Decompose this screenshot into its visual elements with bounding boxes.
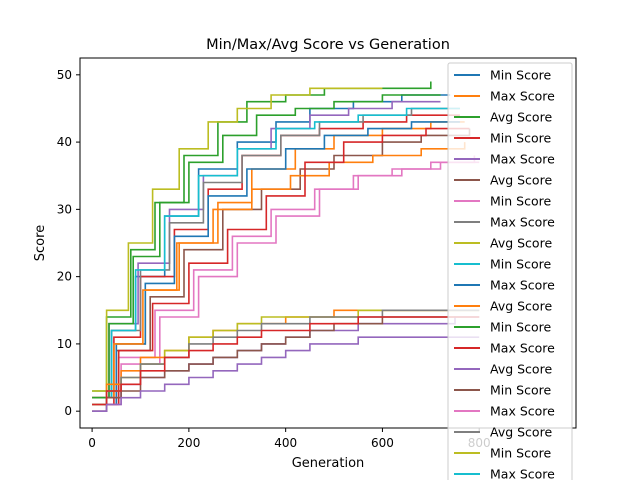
y-axis-label: Score (33, 225, 48, 261)
legend-label: Min Score (490, 257, 551, 272)
legend-label: Max Score (490, 404, 555, 419)
series-line-9 (92, 87, 383, 392)
legend-label: Max Score (490, 89, 555, 104)
series-line-3 (92, 81, 432, 392)
legend-label: Min Score (490, 68, 551, 83)
series-line-20 (92, 309, 480, 406)
series-line-4 (92, 114, 460, 406)
y-tick-label: 40 (57, 135, 72, 149)
x-axis-label: Generation (292, 456, 365, 471)
y-tick-label: 20 (57, 270, 72, 284)
y-axis: 0 10 20 30 40 50 (57, 68, 80, 418)
chart-title: Min/Max/Avg Score vs Generation (206, 37, 450, 53)
legend-label: Avg Score (490, 425, 552, 440)
legend-label: Min Score (490, 131, 551, 146)
series-line-13 (92, 94, 441, 399)
x-tick-label: 600 (371, 436, 394, 450)
series-line-14 (92, 127, 470, 406)
legend-label: Max Score (490, 341, 555, 356)
x-tick-label: 0 (88, 436, 96, 450)
legend-label: Avg Score (490, 299, 552, 314)
legend-label: Avg Score (490, 173, 552, 188)
legend: Min Score Max Score Avg Score Min Score Max … (447, 62, 573, 480)
plot-frame (79, 57, 577, 429)
series-line-22 (92, 336, 480, 412)
series-line-10 (92, 107, 460, 399)
legend-label: Min Score (490, 194, 551, 209)
series-line-6 (92, 128, 471, 406)
legend-label: Max Score (490, 467, 555, 480)
legend-box (447, 62, 573, 480)
y-tick-label: 50 (57, 68, 72, 82)
series-line-8 (92, 107, 460, 399)
series-line-11 (92, 121, 460, 406)
series-line-7 (92, 155, 476, 406)
y-tick-label: 10 (57, 337, 72, 351)
legend-label: Max Score (490, 152, 555, 167)
series-layer (92, 81, 480, 412)
legend-label: Min Score (490, 383, 551, 398)
x-tick-label: 400 (274, 436, 297, 450)
legend-label: Avg Score (490, 236, 552, 251)
x-axis: 0200400600800 (88, 428, 491, 450)
series-line-21 (92, 316, 480, 406)
y-tick-label: 30 (57, 202, 72, 216)
legend-label: Avg Score (490, 110, 552, 125)
legend-label: Max Score (490, 278, 555, 293)
series-line-19 (92, 316, 480, 412)
series-line-12 (92, 142, 466, 399)
y-tick-label: 0 (64, 404, 72, 418)
legend-label: Min Score (490, 320, 551, 335)
legend-label: Avg Score (490, 362, 552, 377)
legend-label: Min Score (490, 446, 551, 461)
legend-label: Max Score (490, 215, 555, 230)
x-tick-label: 200 (177, 436, 200, 450)
series-line-2 (92, 121, 465, 399)
series-line-15 (92, 161, 480, 406)
